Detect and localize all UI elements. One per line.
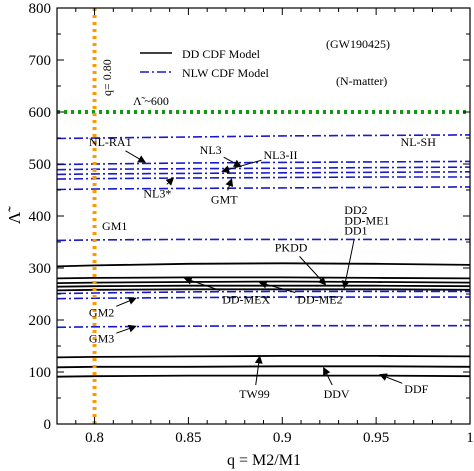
- series-line-gmt: [57, 186, 470, 191]
- curve-arrow-gm3: [116, 324, 137, 334]
- curve-label-ddf: DDF: [404, 382, 428, 396]
- curve-label-gmt: GMT: [211, 193, 238, 207]
- series-line-tw99: [57, 354, 470, 359]
- curve-arrow-ddv: [323, 366, 333, 386]
- series-line-gm2: [57, 290, 470, 295]
- series-line-dd-me1: [57, 284, 470, 288]
- curve-label-dd-me2: DD-ME2: [297, 292, 342, 306]
- curve-arrow-dd-me2: [258, 280, 296, 293]
- curve-label-nl3: NL3: [200, 143, 222, 157]
- curve-arrow-nl3-ii: [221, 159, 262, 174]
- y-tick-label: 300: [29, 261, 52, 277]
- y-tick-label: 800: [29, 1, 52, 17]
- x-tick-label: 1: [466, 430, 474, 446]
- series-line-dd-me2: [57, 296, 470, 300]
- series-line-nl-sh: [57, 134, 470, 140]
- series-line-ddv: [57, 365, 470, 369]
- y-tick-label: 700: [29, 53, 52, 69]
- x-tick-label: 0.85: [175, 430, 201, 446]
- curve-label-nl-sh: NL-SH: [401, 135, 437, 149]
- legend: DD CDF Model NLW CDF Model: [140, 47, 270, 80]
- x-tick-label: 0.8: [85, 430, 104, 446]
- series-line-gm1: [57, 238, 470, 242]
- curve-label-tw99: TW99: [239, 387, 270, 401]
- curve-label-gm3: GM3: [89, 331, 114, 345]
- curve-arrow-pkdd: [299, 256, 327, 286]
- series-line-nl-ra1: [57, 171, 470, 176]
- y-axis-title: Λ̃: [5, 206, 24, 224]
- reference-lines: [57, 8, 470, 424]
- series-layer: [57, 134, 470, 378]
- series-line-dd1: [57, 288, 470, 292]
- curve-label-ddv: DDV: [324, 387, 350, 401]
- curve-arrow-dd-mex: [183, 276, 221, 291]
- curve-label-nl3: NL3*: [143, 186, 171, 200]
- y-tick-label: 400: [29, 209, 52, 225]
- legend-label-dd: DD CDF Model: [182, 47, 261, 61]
- curve-arrow-nl-ra1: [125, 150, 147, 163]
- curve-label-dd-mex: DD-MEX: [222, 292, 270, 306]
- x-tick-label: 0.95: [363, 430, 389, 446]
- curve-label-nl-ra1: NL-RA1: [89, 135, 132, 149]
- y-tick-label: 500: [29, 157, 52, 173]
- x-axis-title: q = M2/M1: [227, 452, 301, 469]
- series-line-gm3: [57, 324, 470, 329]
- curve-arrow-gm2: [116, 297, 137, 307]
- y-tick-label: 600: [29, 105, 52, 121]
- y-tick-label: 200: [29, 313, 52, 329]
- ticks: 0 100 200 300 400 500 600 700 800 0.8 0.85 0.9 0.95 1: [29, 1, 474, 446]
- curve-arrow-ddf: [378, 373, 403, 384]
- x-tick-label: 0.9: [273, 430, 292, 446]
- y-tick-label: 0: [44, 417, 52, 433]
- curve-arrow-nl3: [223, 156, 242, 168]
- series-line-nl3-: [57, 176, 470, 180]
- limit-annotation: Λ̃ ~600: [133, 94, 169, 108]
- q-line-annotation: q= 0.80: [100, 59, 114, 96]
- curve-arrow-gmt: [225, 178, 234, 191]
- curve-label-dd2: DD2: [344, 203, 367, 217]
- curve-label-nl3-ii: NL3-II: [264, 148, 298, 162]
- matter-annotation: (N-matter): [336, 74, 387, 88]
- curve-arrow-nl3: [165, 177, 175, 186]
- series-line-nl3-ii: [57, 166, 470, 171]
- series-line-ddf: [57, 374, 470, 378]
- series-line-nl3: [57, 160, 470, 166]
- series-line-dd2: [57, 280, 470, 284]
- series-line-pkdd: [57, 262, 470, 268]
- curve-label-dd1: DD1: [344, 224, 367, 238]
- curve-label-gm2: GM2: [89, 305, 114, 319]
- curve-label-gm1: GM1: [102, 219, 127, 233]
- curve-label-dd-me1: DD-ME1: [344, 213, 389, 227]
- legend-label-nlw: NLW CDF Model: [182, 66, 270, 80]
- event-annotation: (GW190425): [326, 37, 390, 51]
- curve-label-pkdd: PKDD: [275, 240, 308, 254]
- series-line-dd-mex: [57, 276, 470, 280]
- y-tick-label: 100: [29, 365, 52, 381]
- curve-arrow-dd1: [341, 239, 355, 289]
- curve-arrow-tw99: [254, 355, 263, 386]
